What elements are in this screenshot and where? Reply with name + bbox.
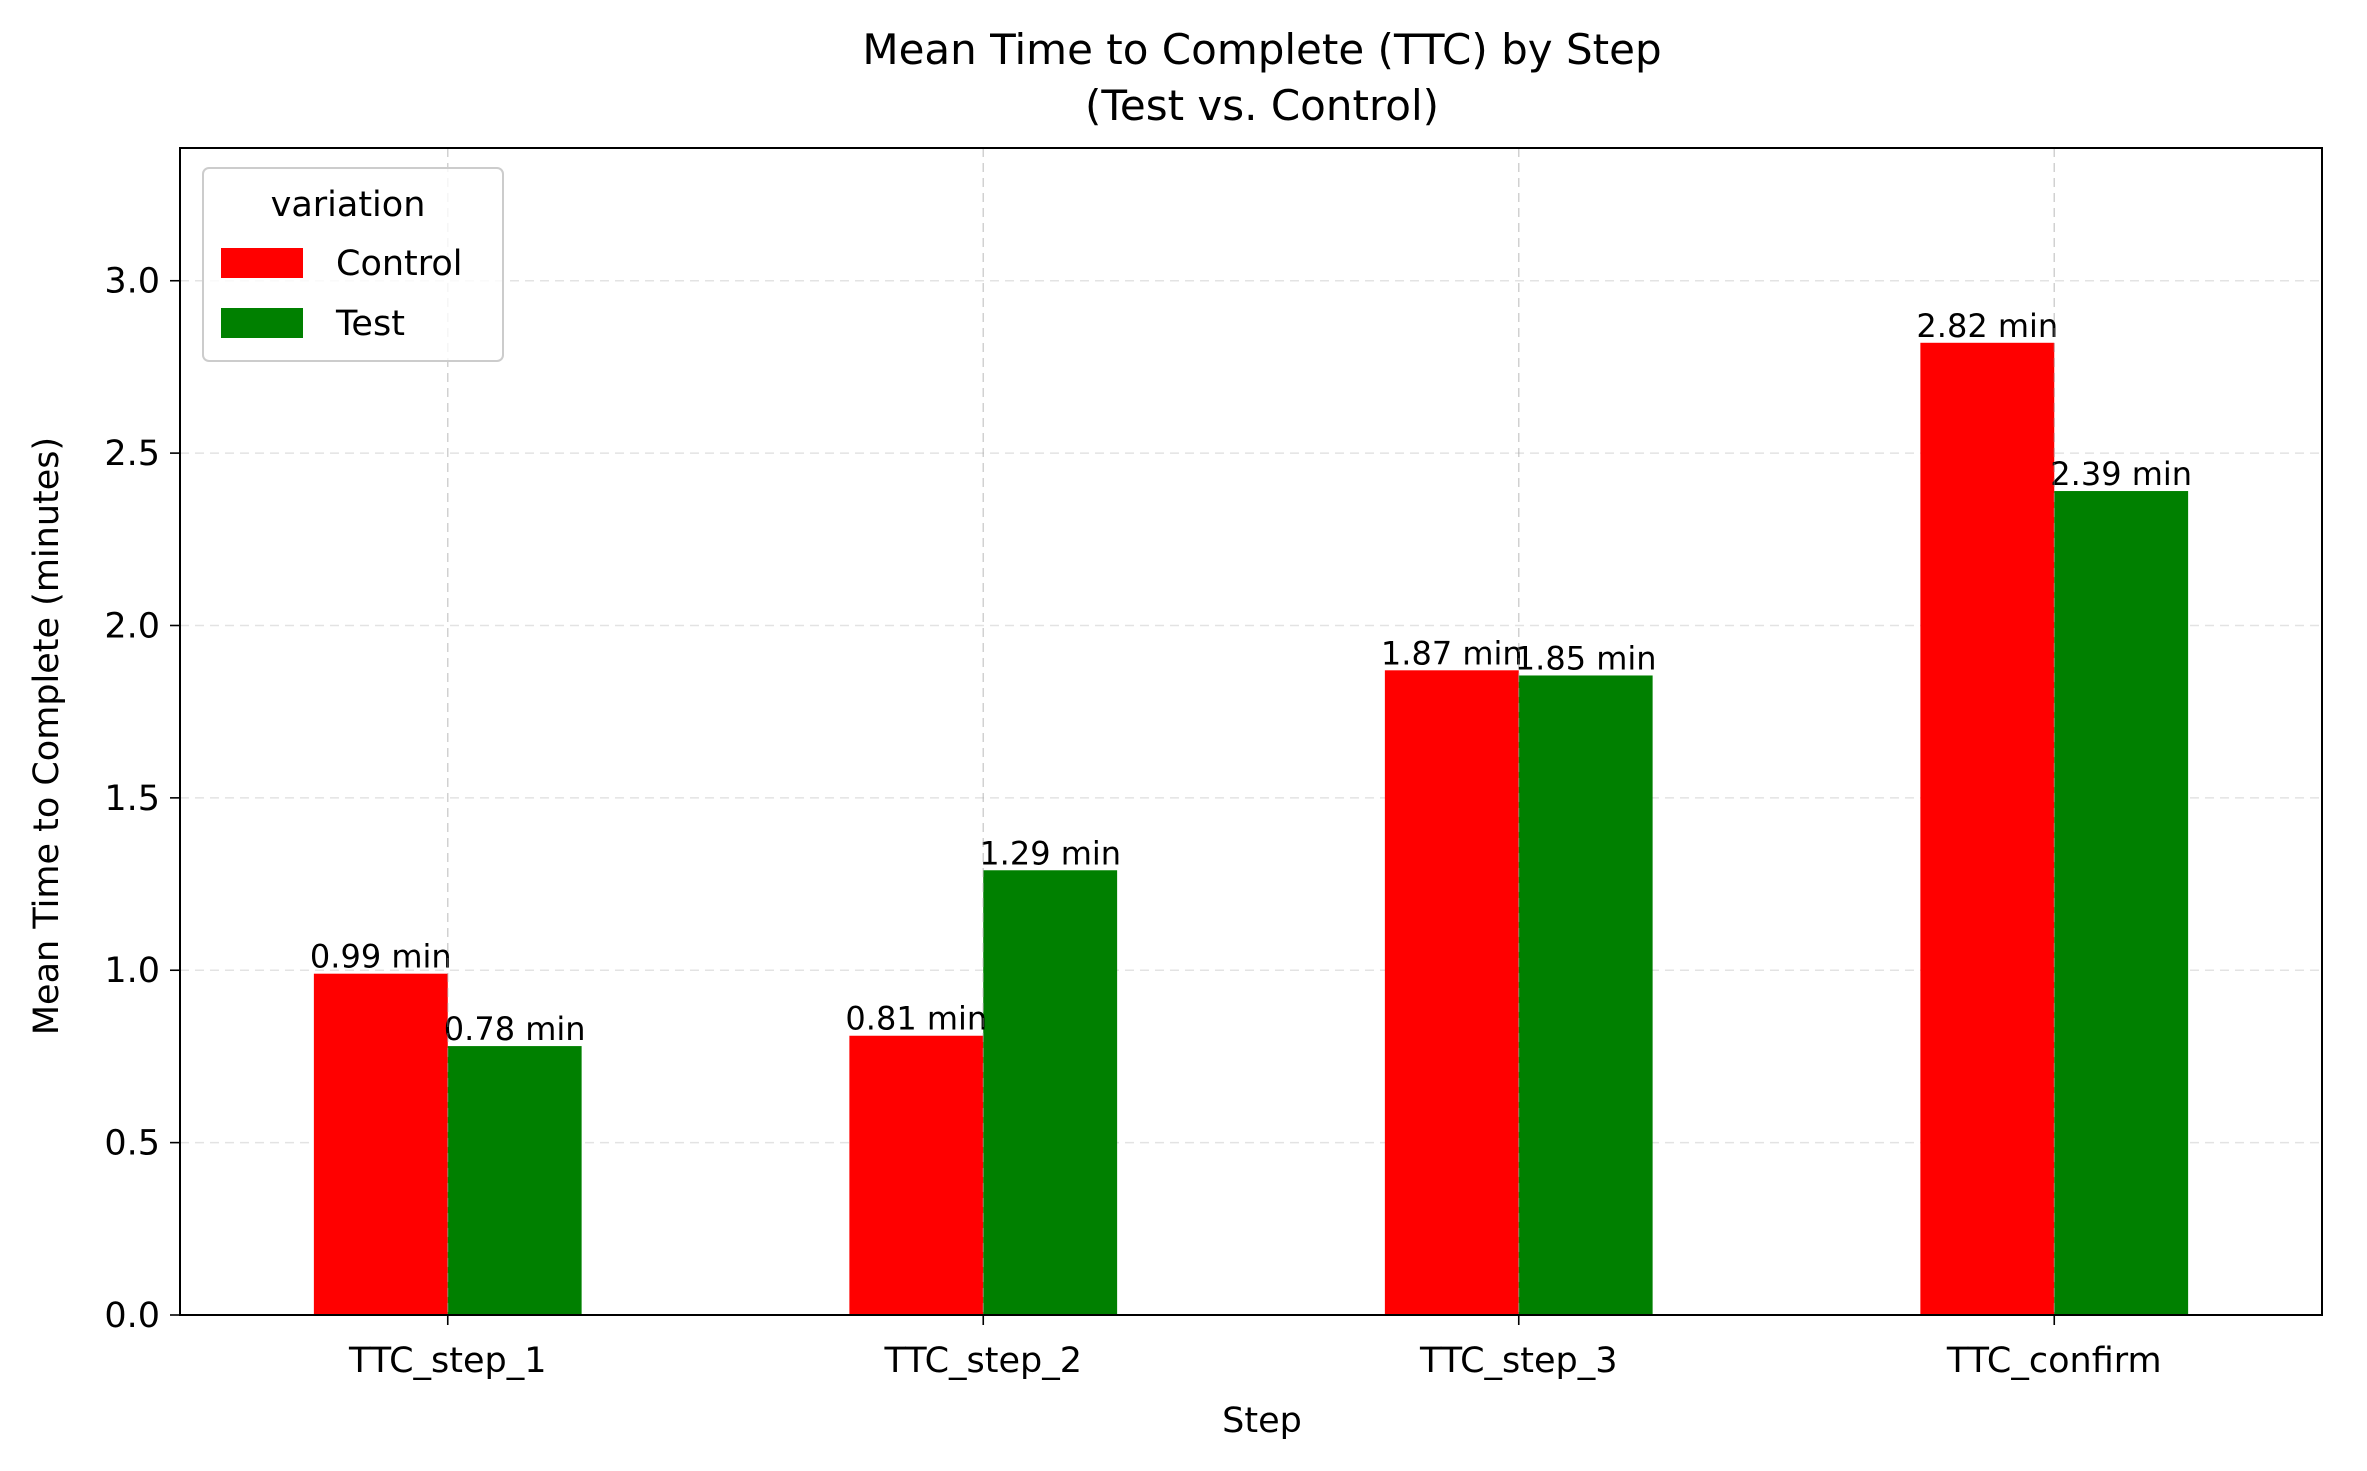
bar-control-ttc_confirm bbox=[1920, 342, 2055, 1315]
y-tick-label-0: 0.0 bbox=[104, 1296, 160, 1336]
bar-control-ttc_step_1 bbox=[313, 973, 448, 1315]
bar-label-control-ttc_step_2: 0.81 min bbox=[845, 1000, 987, 1038]
chart-title: Mean Time to Complete (TTC) by Step bbox=[862, 25, 1661, 74]
bar-control-ttc_step_3 bbox=[1384, 670, 1519, 1315]
bar-test-ttc_step_2 bbox=[983, 870, 1118, 1315]
chart-title-group: Mean Time to Complete (TTC) by Step (Tes… bbox=[862, 25, 1661, 130]
legend-entry-test: Test bbox=[335, 304, 405, 344]
bar-label-control-ttc_step_3: 1.87 min bbox=[1381, 634, 1523, 672]
legend-entry-control: Control bbox=[336, 244, 463, 284]
legend-title: variation bbox=[271, 185, 426, 225]
bar-test-ttc_confirm bbox=[2054, 491, 2189, 1316]
legend: variation Control Test bbox=[202, 167, 504, 362]
bar-label-test-ttc_step_3: 1.85 min bbox=[1515, 639, 1657, 677]
chart-subtitle: (Test vs. Control) bbox=[1085, 81, 1439, 130]
bar-label-test-ttc_step_1: 0.78 min bbox=[444, 1010, 586, 1048]
x-tick-label-0: TTC_step_1 bbox=[348, 1341, 547, 1381]
bar-value-labels: 0.99 min 0.81 min 1.87 min 2.82 min 0.78 min… bbox=[310, 148, 2192, 1315]
legend-swatch-control bbox=[221, 248, 303, 278]
bar-control-ttc_step_2 bbox=[849, 1035, 984, 1315]
y-tick-label-2: 1.0 bbox=[104, 951, 160, 991]
bar-test-ttc_step_3 bbox=[1518, 675, 1653, 1315]
y-tick-label-1: 0.5 bbox=[104, 1124, 160, 1164]
y-tick-label-6: 3.0 bbox=[104, 262, 160, 302]
y-axis-ticks: 0.0 0.5 1.0 1.5 2.0 2.5 3.0 bbox=[104, 262, 180, 1336]
y-tick-label-3: 1.5 bbox=[104, 779, 160, 819]
plot-frame bbox=[179, 147, 2323, 1316]
y-axis-label: Mean Time to Complete (minutes) bbox=[27, 437, 67, 1035]
y-tick-label-5: 2.5 bbox=[104, 434, 160, 474]
bars bbox=[313, 342, 2189, 1316]
bar-label-control-ttc_confirm: 2.82 min bbox=[1916, 307, 2058, 345]
bar-label-test-ttc_confirm: 2.39 min bbox=[2050, 455, 2192, 493]
bar-label-test-ttc_step_2: 1.29 min bbox=[979, 834, 1121, 872]
x-tick-label-3: TTC_confirm bbox=[1946, 1341, 2162, 1381]
x-axis-ticks: TTC_step_1 TTC_step_2 TTC_step_3 TTC_confir… bbox=[348, 1315, 2162, 1381]
legend-swatch-test bbox=[221, 308, 303, 338]
y-tick-label-4: 2.0 bbox=[104, 606, 160, 646]
bar-test-ttc_step_1 bbox=[447, 1046, 582, 1315]
x-tick-label-1: TTC_step_2 bbox=[883, 1341, 1082, 1381]
x-axis-label: Step bbox=[1222, 1401, 1302, 1441]
x-tick-label-2: TTC_step_3 bbox=[1419, 1341, 1618, 1381]
bar-label-control-ttc_step_1: 0.99 min bbox=[310, 938, 452, 976]
